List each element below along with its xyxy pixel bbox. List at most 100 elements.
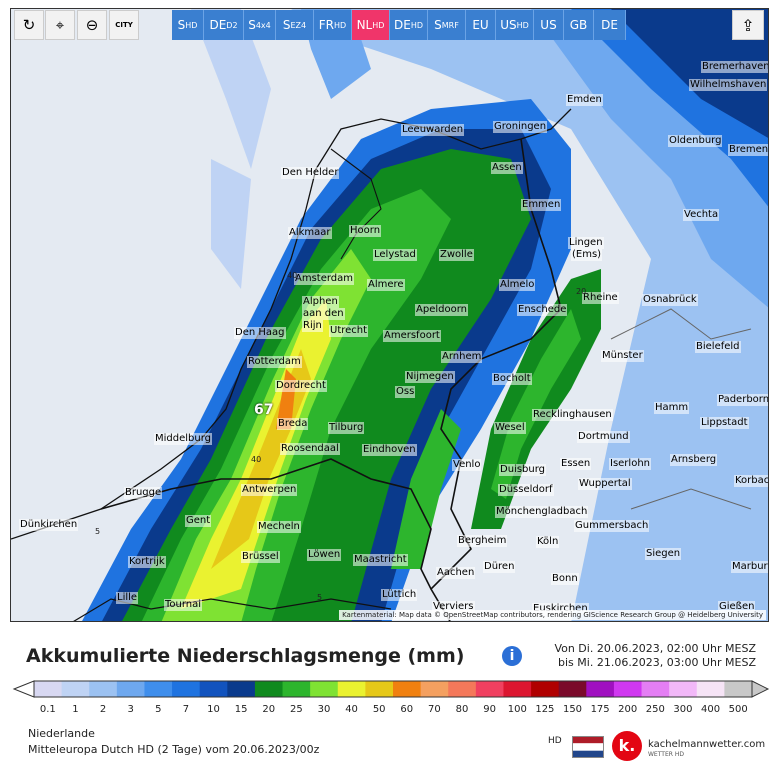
map-frame[interactable]: Bremerhaven Wilhelmshaven Emden Leeuwarden G… <box>10 8 769 622</box>
city-label: Apeldoorn <box>415 304 468 316</box>
tab-us[interactable]: US <box>534 10 564 40</box>
city-label: Bonn <box>551 573 579 585</box>
city-label: Wilhelmshaven <box>689 79 768 91</box>
city-label: Enschede <box>517 304 568 316</box>
tab-gb[interactable]: GB <box>564 10 594 40</box>
city-label: Wesel <box>494 422 526 434</box>
tab-sub-label: 4x4 <box>255 20 271 30</box>
tab-frhd[interactable]: FR HD <box>314 10 352 40</box>
city-label: Assen <box>491 162 523 174</box>
city-label: Siegen <box>645 548 682 560</box>
city-label: Groningen <box>493 121 548 133</box>
city-label: Bocholt <box>492 373 532 385</box>
tab-de[interactable]: DE <box>594 10 626 40</box>
city-label: Oss <box>395 386 416 398</box>
netherlands-flag-icon[interactable] <box>572 736 604 758</box>
city-label: Hamm <box>654 402 690 414</box>
city-label: Düsseldorf <box>498 484 554 496</box>
info-icon[interactable]: i <box>502 646 522 666</box>
hd-icon[interactable]: HD <box>548 736 562 746</box>
tab-main-label: S <box>282 18 291 32</box>
scale-frame <box>33 680 753 698</box>
period-from: Von Di. 20.06.2023, 02:00 Uhr MESZ <box>554 642 756 655</box>
tab-smrf[interactable]: S MRF <box>428 10 466 40</box>
scale-label: 200 <box>618 704 638 715</box>
contour-label: 40 <box>251 455 262 464</box>
max-value-label: 67 <box>254 402 274 418</box>
city-label: Aachen <box>436 567 476 579</box>
scale-label: 70 <box>428 704 441 715</box>
city-label: Löwen <box>307 549 342 561</box>
tab-sez4[interactable]: S EZ4 <box>276 10 314 40</box>
tab-ushd[interactable]: US HD <box>496 10 534 40</box>
city-label: Recklinghausen <box>532 409 613 421</box>
city-label: Zwolle <box>439 249 474 261</box>
scale-swatch <box>586 681 615 697</box>
tab-sub-label: HD <box>334 20 347 30</box>
city-label: Venlo <box>452 459 482 471</box>
city-label: Den Haag <box>234 327 286 339</box>
tab-shd[interactable]: S HD <box>172 10 204 40</box>
city-label: Almelo <box>499 279 536 291</box>
scale-swatch <box>365 681 394 697</box>
city-label: Utrecht <box>329 325 369 337</box>
tab-eu[interactable]: EU <box>466 10 496 40</box>
scale-swatch <box>116 681 145 697</box>
scale-label: 60 <box>400 704 414 715</box>
city-label: Duisburg <box>499 464 546 476</box>
share-icon[interactable]: ⇪ <box>732 10 764 40</box>
city-label: Bielefeld <box>695 341 741 353</box>
city-label: Gummersbach <box>574 520 650 532</box>
scale-swatch <box>531 681 560 697</box>
tab-sub-label: HD <box>410 20 423 30</box>
zoom-icon[interactable]: ⊖ <box>77 10 107 40</box>
scale-swatch <box>172 681 201 697</box>
tab-main-label: S <box>434 18 442 32</box>
tab-sub-label: MRF <box>441 20 459 30</box>
site-name[interactable]: kachelmannwetter.com <box>648 739 766 750</box>
city-label: Rijn <box>302 320 323 332</box>
city-label: Düren <box>483 561 516 573</box>
city-label: Den Helder <box>281 167 340 179</box>
scale-label: 20 <box>262 704 276 715</box>
tab-dehd[interactable]: DE HD <box>390 10 428 40</box>
scale-label: 50 <box>372 704 386 715</box>
kachelmann-logo-icon[interactable]: k. <box>612 731 642 761</box>
city-label: Iserlohn <box>609 458 651 470</box>
scale-label: 3 <box>127 704 134 715</box>
city-label: Arnhem <box>441 351 483 363</box>
scale-swatch <box>669 681 698 697</box>
scale-label: 80 <box>455 704 469 715</box>
scale-label: 500 <box>728 704 748 715</box>
scale-swatch <box>310 681 339 697</box>
city-label: Bremen <box>728 144 769 156</box>
color-scale <box>12 680 770 698</box>
scale-label: 250 <box>645 704 665 715</box>
tab-main-label: S <box>177 18 186 32</box>
city-label: Tilburg <box>328 422 365 434</box>
refresh-icon[interactable]: ↻ <box>14 10 44 40</box>
contour-label: 5 <box>317 593 323 602</box>
city-label: Arnsberg <box>670 454 718 466</box>
tab-ded2[interactable]: DE D2 <box>204 10 244 40</box>
city-label: Bergheim <box>457 535 508 547</box>
city-label: Essen <box>560 458 592 470</box>
city-label: Brugge <box>124 487 163 499</box>
city-label: Brüssel <box>241 551 280 563</box>
pin-icon[interactable]: ⌖ <box>45 10 75 40</box>
city-toggle-icon[interactable]: CITY <box>109 10 139 40</box>
scale-swatch <box>34 681 63 697</box>
city-label: Hoorn <box>349 225 382 237</box>
city-label: Mecheln <box>257 521 301 533</box>
scale-label: 5 <box>155 704 162 715</box>
scale-swatch <box>282 681 311 697</box>
precipitation-map[interactable] <box>11 9 769 622</box>
legend-title: Akkumulierte Niederschlagsmenge (mm) <box>26 645 465 667</box>
city-label: Gent <box>185 515 212 527</box>
scale-swatch <box>641 681 670 697</box>
tab-nlhd[interactable]: NL HD <box>352 10 390 40</box>
tab-s4x4[interactable]: S 4x4 <box>244 10 276 40</box>
scale-swatch <box>475 681 504 697</box>
scale-swatch <box>613 681 643 697</box>
tab-sub-label: D2 <box>226 20 238 30</box>
